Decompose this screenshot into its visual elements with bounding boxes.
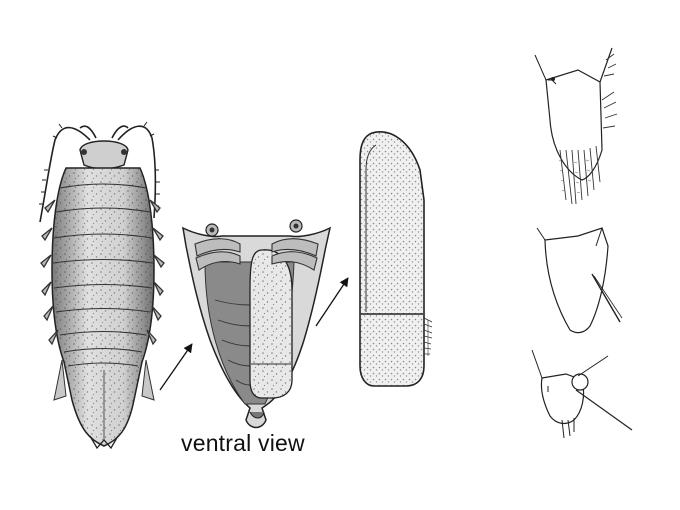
- appendage-detail-setose: [534, 47, 618, 205]
- appendage-detail-small: [531, 349, 633, 439]
- isopod-ventral-view: [182, 219, 332, 429]
- arrow-right-up-icon: [159, 343, 193, 391]
- ventral-view-caption: ventral view: [181, 430, 305, 456]
- antennae: [39, 121, 160, 223]
- arrow-right-up-icon: [315, 277, 349, 327]
- operculum-detail: [359, 131, 433, 387]
- appendage-detail-spine: [536, 227, 623, 334]
- isopod-dorsal-view: [39, 121, 165, 450]
